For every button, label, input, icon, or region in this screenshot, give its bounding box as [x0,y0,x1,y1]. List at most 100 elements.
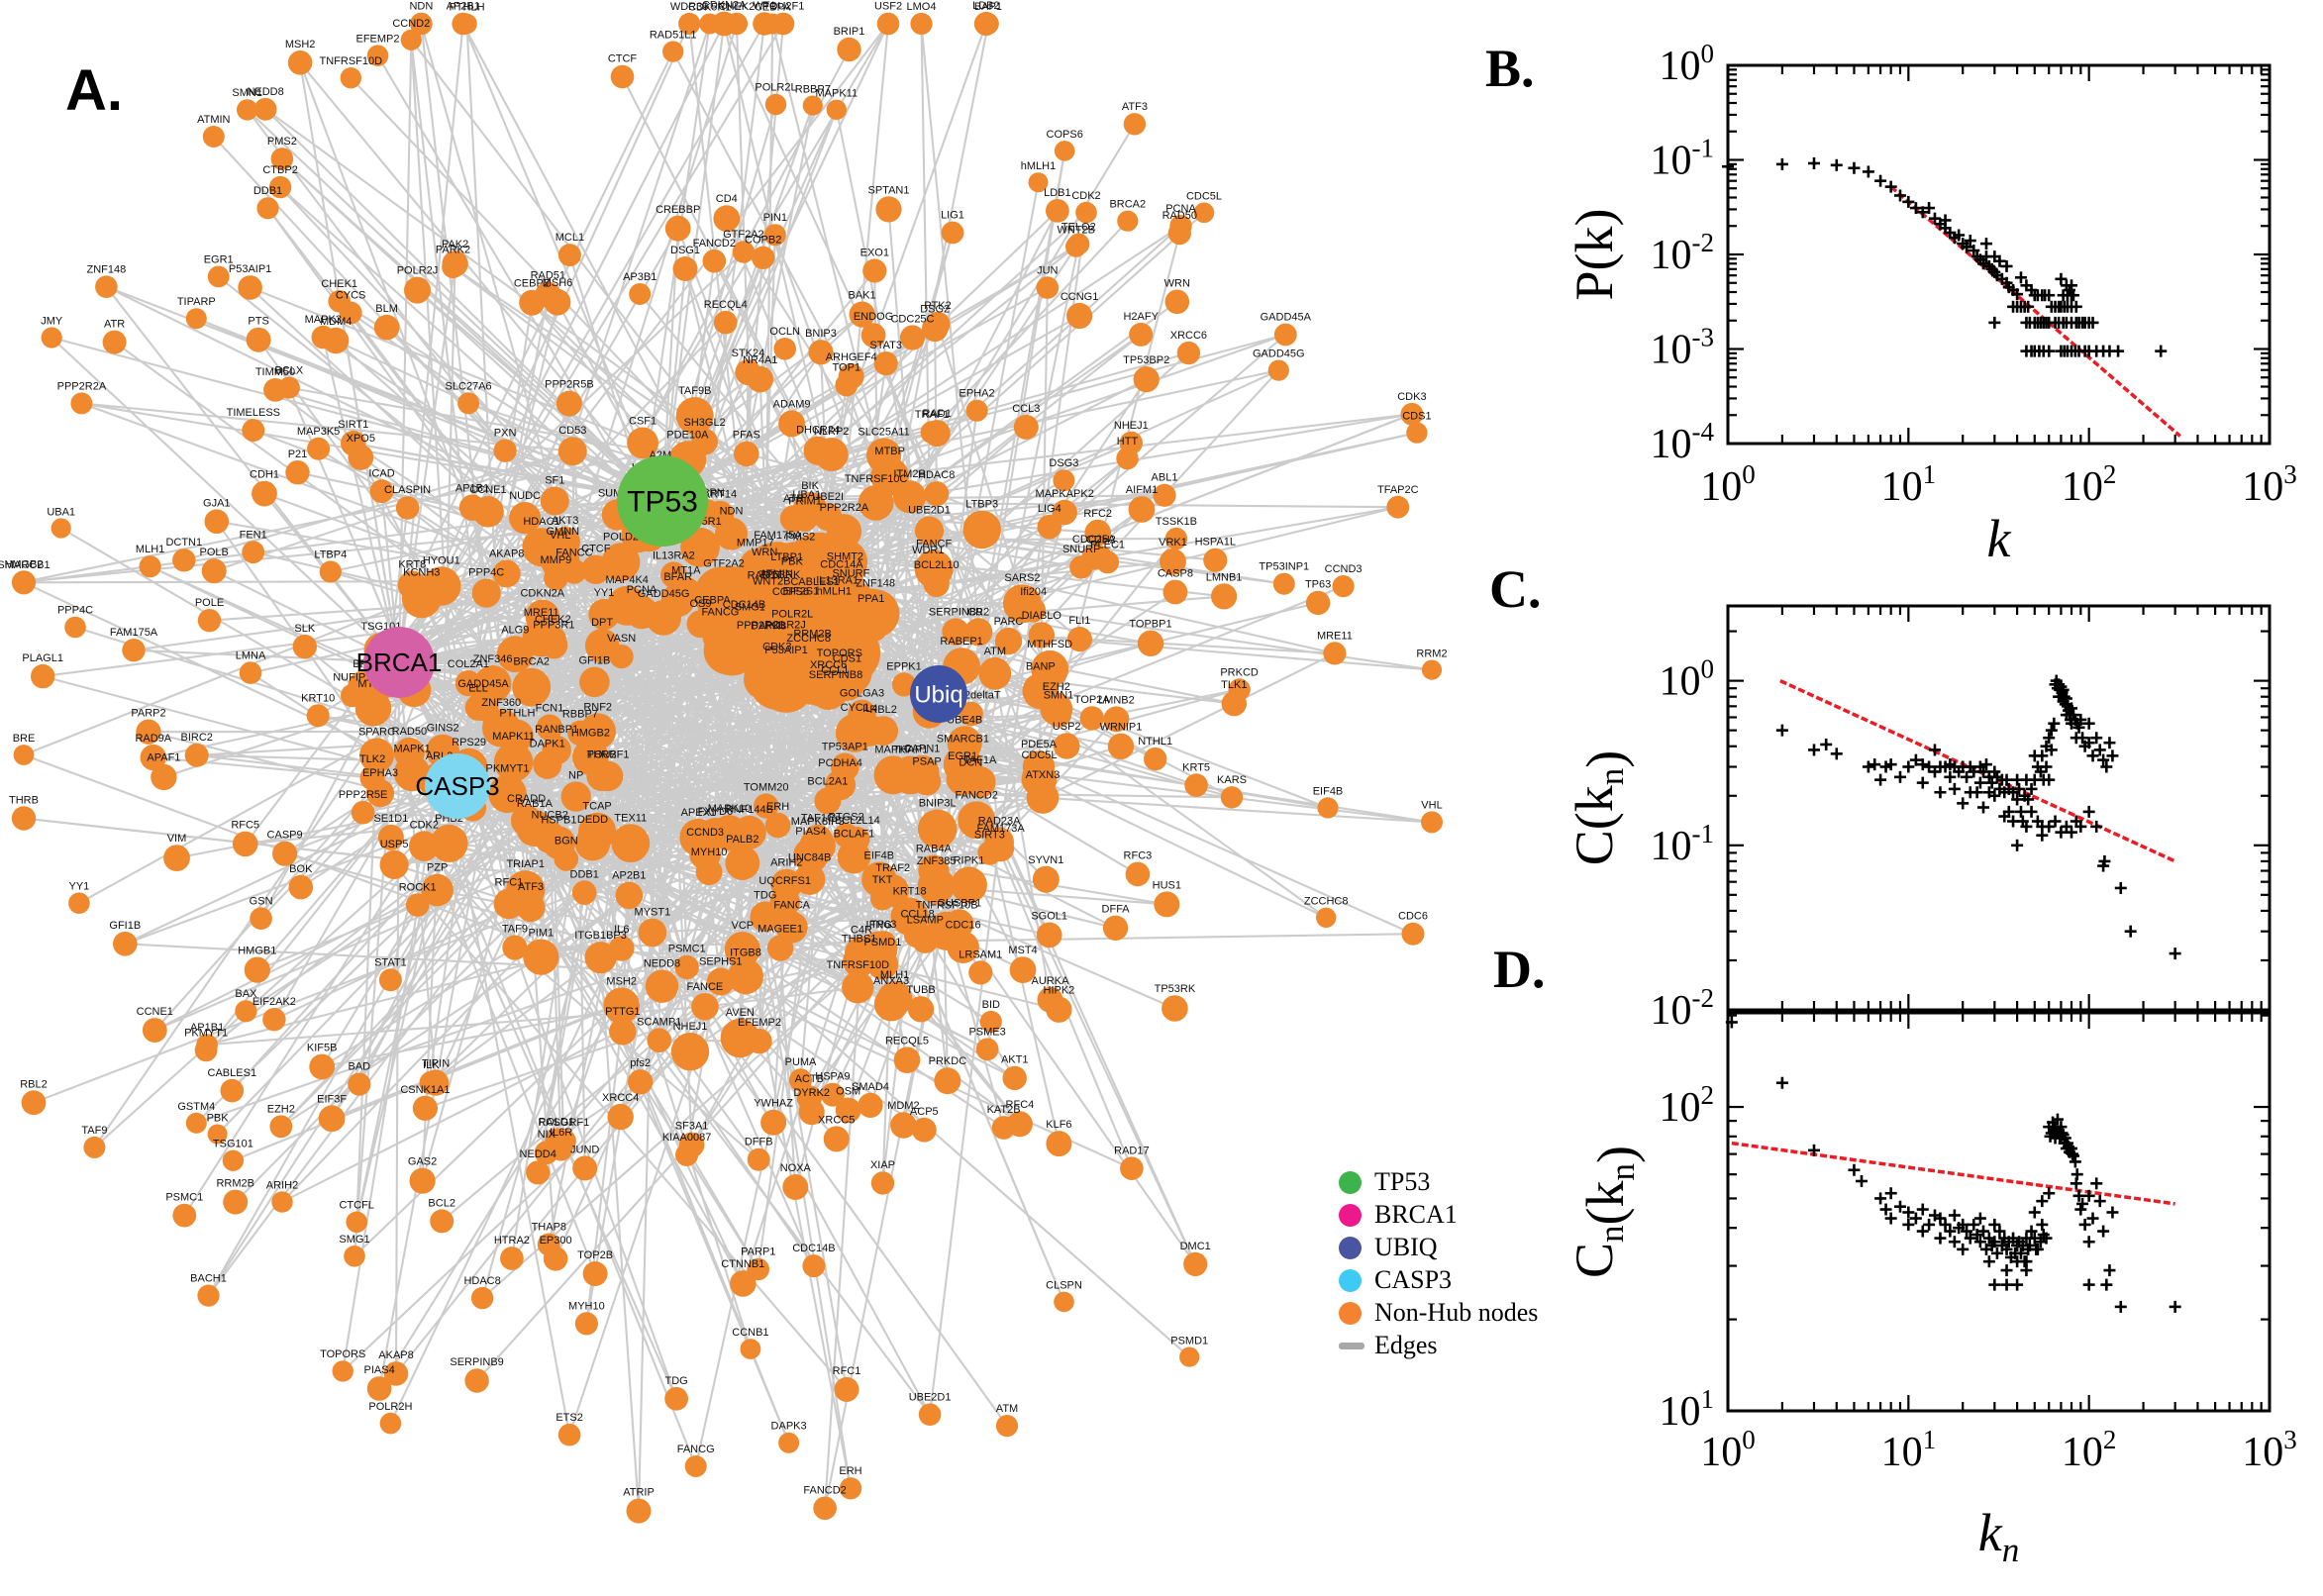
network-node [285,460,310,485]
network-node [1193,202,1215,224]
network-node [680,527,720,567]
node-label: FANCA [773,899,810,911]
network-node [852,605,890,643]
node-label: PSMD1 [1170,1336,1208,1347]
node-label: SGOL1 [1031,911,1067,923]
node-label: HMGB2 [571,728,610,740]
network-node [533,749,562,779]
network-node [890,897,929,936]
network-node [814,438,849,471]
network-node [1026,781,1060,814]
node-label: FAM173A [976,823,1025,835]
node-label: AKT1 [1001,1054,1029,1066]
node-label: MST4 [1008,945,1037,956]
network-node [730,1270,757,1297]
tick-label: 103 [2242,459,2297,510]
node-label: TP53RK [1155,983,1196,995]
network-node [893,1047,921,1073]
network-node [834,1376,859,1402]
tick-label: 100 [1700,459,1756,510]
network-node [184,743,209,767]
node-label: STAT1 [374,956,407,968]
tick-label: 10-4 [1651,417,1715,467]
node-label: RECQL4 [704,299,748,311]
network-node [845,936,878,970]
network-node [395,496,420,520]
node-label: MMP9 [541,554,572,566]
network-node [873,755,913,795]
node-label: MLH1 [136,544,164,555]
node-label: FANCF [916,538,952,549]
node-label: MSH2 [285,39,316,50]
y-axis-title: Cn(kn) [1565,1146,1646,1278]
network-node [947,726,982,761]
hub-node-casp3: CASP3 [415,753,500,819]
node-label: CHEK2 [535,614,571,626]
network-node [686,610,715,639]
node-label: RAD51L1 [650,29,697,41]
network-node [83,1136,106,1158]
network-node [136,719,161,745]
network-node [699,13,721,35]
network-node [359,738,394,773]
node-label: pfs2 [630,1057,651,1069]
network-node [323,327,350,354]
node-label: CCL18 [900,908,934,920]
node-label: HSPB1 [541,815,576,827]
network-node [678,12,701,36]
node-label: KIF5B [307,1043,338,1054]
network-node [151,763,177,791]
node-label: TOPORS [320,1348,365,1360]
node-label: DFFA [1102,904,1131,916]
network-node [910,12,933,36]
node-label: MAPK8IP3 [791,816,845,828]
node-label: CYCS [336,290,366,302]
network-node [695,858,723,885]
network-node [270,148,294,170]
network-node [201,558,227,584]
node-label: MTHFSD [1027,639,1072,650]
node-label: NR4A1 [743,354,777,366]
node-label: UBE2D1 [908,505,951,517]
network-node [537,1233,560,1256]
network-node [268,175,292,199]
network-node [745,631,777,664]
node-label: FCN1 [536,703,564,715]
node-label: RRM2B [216,1178,254,1190]
node-label: CD53 [558,425,586,437]
tick-label: 10-2 [1651,228,1715,278]
network-node [1272,572,1295,595]
node-label: PXN [494,428,517,440]
node-swatch-icon [1339,1203,1362,1227]
network-node [204,509,230,534]
node-label: LIG4 [1038,503,1061,515]
node-label: EFEMP2 [355,33,399,45]
node-label: SMN1 [1044,690,1074,702]
node-label: CDS1 [1402,410,1431,422]
network-node [924,481,950,507]
node-label: DYRK2 [793,1087,830,1099]
node-label: YY1 [69,880,90,892]
node-label: EIF4B [1313,785,1344,797]
node-label: IFNG [866,919,892,931]
node-label: IL4 [862,703,877,715]
network-node [493,439,517,462]
network-node [584,629,620,663]
network-node [724,932,760,967]
network-node [922,315,949,343]
network-node [725,846,760,880]
node-label: NEDD8 [644,958,680,970]
network-node [471,578,501,608]
node-label: RFC1 [833,1365,861,1377]
node-label: UBE2I [812,491,844,503]
node-label: SE1D1 [373,813,408,825]
network-node [638,918,667,948]
network-node [287,50,313,75]
network-node [876,874,909,907]
hub-label: TP53 [627,486,698,519]
node-label: SLC27A6 [446,380,492,392]
node-label: PKMYT1 [184,1027,228,1039]
node-label: USP2 [1053,721,1081,733]
node-label: EZH2 [1043,681,1070,693]
node-label: ITM2B [893,468,925,480]
